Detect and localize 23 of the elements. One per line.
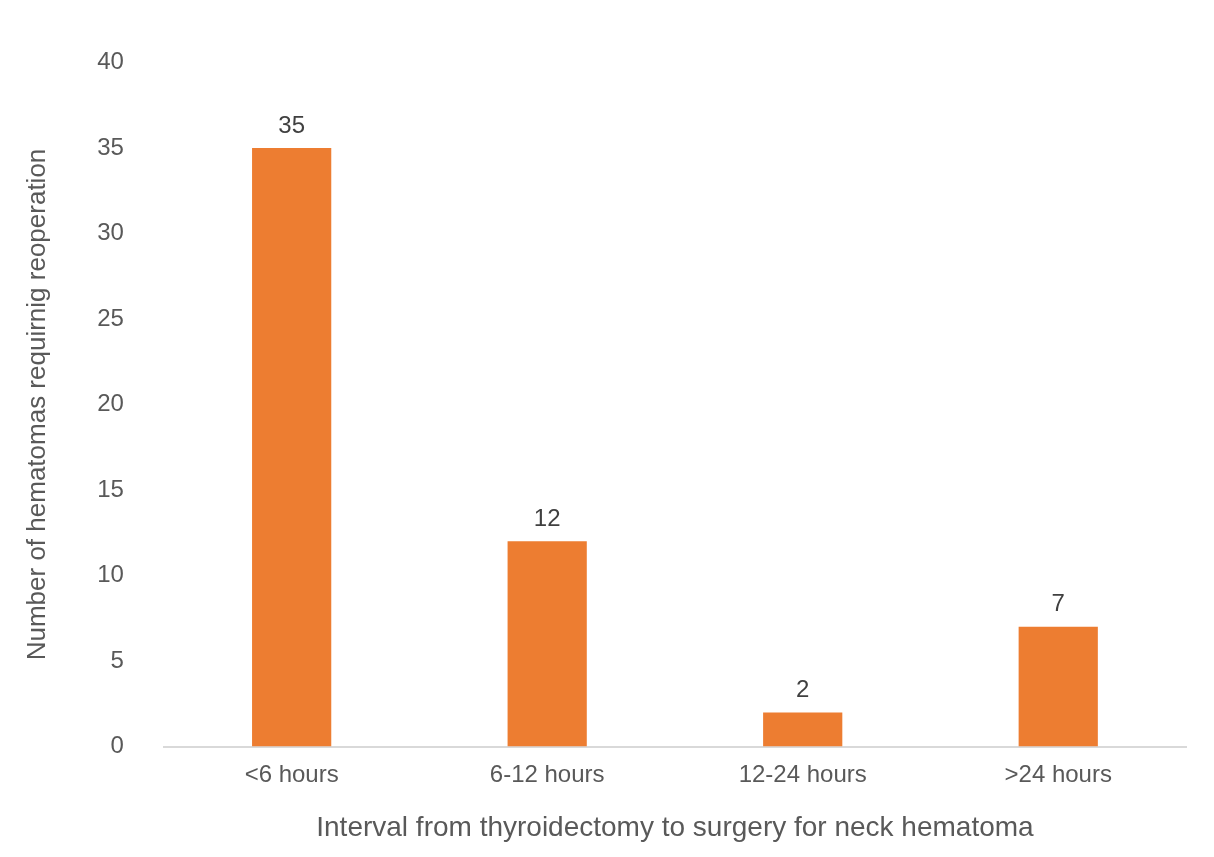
bar (1018, 626, 1098, 747)
y-tick-label: 0 (110, 731, 124, 759)
x-tick-label: 6-12 hours (489, 759, 605, 787)
y-tick-label: 10 (97, 560, 124, 588)
y-tick-label: 25 (97, 303, 124, 331)
y-tick-label: 40 (97, 47, 124, 75)
data-label: 35 (278, 110, 306, 138)
x-tick-label: <6 hours (244, 759, 339, 787)
x-tick-label: >24 hours (1004, 759, 1112, 787)
data-label: 2 (796, 675, 810, 703)
y-tick-label: 15 (97, 474, 124, 502)
bar (507, 541, 587, 747)
bar (252, 147, 332, 747)
bar (763, 712, 843, 747)
x-axis-title: Interval from thyroidectomy to surgery for neck hematoma (316, 810, 1035, 842)
data-label: 7 (1051, 589, 1065, 617)
y-tick-label: 20 (97, 389, 124, 417)
y-tick-label: 5 (110, 645, 124, 673)
data-label: 12 (533, 503, 561, 531)
x-tick-label: 12-24 hours (738, 759, 867, 787)
y-tick-label: 35 (97, 132, 124, 160)
y-axis-title: Number of hematomas requirnig reoperation (20, 148, 51, 661)
y-tick-label: 30 (97, 218, 124, 246)
